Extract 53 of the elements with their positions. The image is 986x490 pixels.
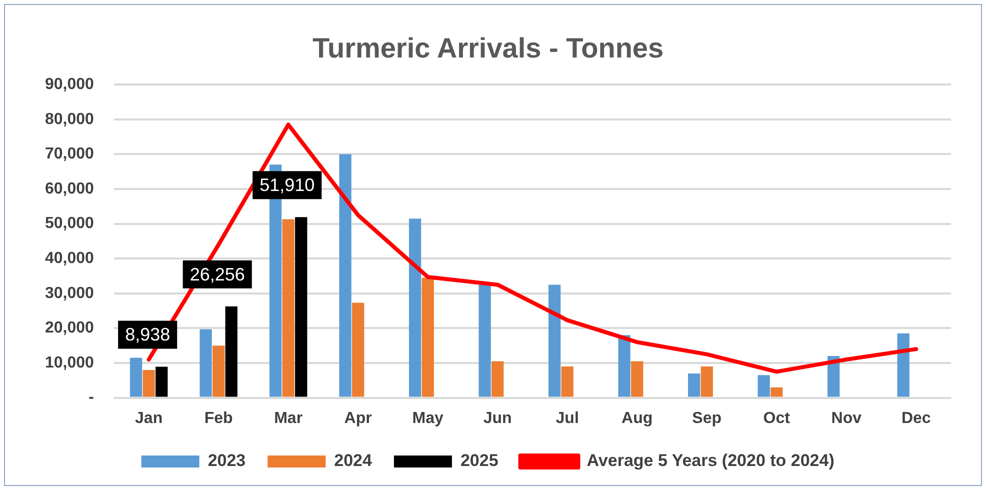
y-tick-label: 80,000 bbox=[45, 110, 94, 128]
legend-label: Average 5 Years (2020 to 2024) bbox=[586, 451, 834, 470]
y-tick-label: 70,000 bbox=[45, 146, 94, 163]
bar bbox=[200, 329, 212, 397]
legend-label: 2024 bbox=[334, 451, 372, 470]
x-tick-label: Apr bbox=[344, 410, 372, 427]
bar bbox=[548, 284, 561, 397]
bar bbox=[492, 361, 504, 397]
legend-label: 2025 bbox=[460, 451, 498, 470]
bar bbox=[770, 387, 783, 397]
y-tick-label: 90,000 bbox=[45, 76, 94, 94]
x-tick-label: Oct bbox=[763, 410, 791, 427]
bar bbox=[561, 366, 574, 397]
x-tick-label: Mar bbox=[274, 410, 303, 427]
x-tick-label: Dec bbox=[901, 410, 931, 427]
bar bbox=[156, 366, 168, 397]
bar bbox=[700, 366, 713, 397]
bar bbox=[688, 373, 700, 397]
data-label: 26,256 bbox=[190, 264, 245, 284]
x-tick-label: Aug bbox=[622, 410, 653, 427]
bar bbox=[295, 217, 308, 397]
bar bbox=[618, 335, 630, 397]
bar bbox=[631, 361, 644, 397]
bar bbox=[339, 154, 352, 397]
bar bbox=[422, 278, 434, 397]
data-label: 51,910 bbox=[260, 175, 315, 196]
x-tick-label: Nov bbox=[831, 410, 862, 427]
legend-label: 2023 bbox=[208, 451, 246, 470]
bar bbox=[352, 302, 364, 397]
x-tick-label: Feb bbox=[204, 410, 234, 427]
bar bbox=[225, 306, 238, 397]
y-tick-label: 40,000 bbox=[45, 250, 94, 268]
bar bbox=[478, 284, 491, 397]
x-tick-label: May bbox=[412, 410, 444, 427]
x-tick-label: Jun bbox=[483, 410, 512, 427]
x-tick-label: Sep bbox=[692, 410, 722, 427]
y-tick-label: 20,000 bbox=[45, 320, 94, 337]
chart-title: Turmeric Arrivals - Tonnes bbox=[312, 32, 664, 64]
x-tick-label: Jan bbox=[135, 410, 163, 427]
bar bbox=[142, 370, 155, 397]
x-tick-label: Jul bbox=[556, 410, 579, 427]
y-tick-label: 50,000 bbox=[45, 215, 94, 232]
y-tick-label: 30,000 bbox=[45, 284, 94, 302]
bar bbox=[408, 218, 422, 397]
bar bbox=[212, 346, 225, 397]
bar bbox=[758, 375, 770, 397]
bar bbox=[897, 333, 910, 397]
y-tick-label: - bbox=[88, 389, 94, 406]
data-label: 8,938 bbox=[125, 324, 170, 345]
y-tick-label: 10,000 bbox=[45, 354, 94, 372]
bar bbox=[130, 358, 142, 397]
bar bbox=[282, 219, 294, 397]
y-tick-label: 60,000 bbox=[45, 180, 94, 198]
